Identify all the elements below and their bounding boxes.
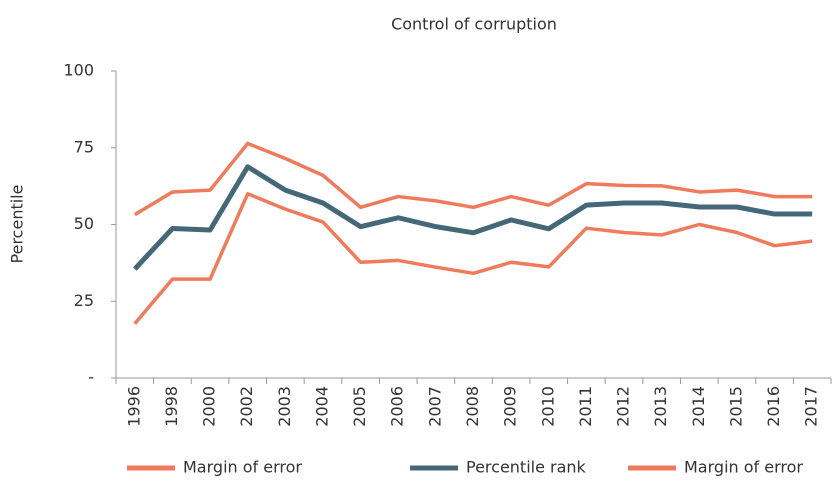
x-tick-label: 2015 (726, 386, 745, 427)
x-tick-label: 2014 (689, 386, 708, 427)
line (132, 164, 813, 271)
x-tick-label: 2009 (501, 386, 520, 427)
x-tick-label: 2013 (651, 386, 670, 427)
y-tick-label: 50 (74, 214, 94, 233)
chart-title: Control of corruption (391, 15, 557, 34)
x-tick-label: 2005 (350, 386, 369, 427)
y-tick-label: 75 (74, 137, 94, 156)
y-tick-label: 100 (63, 61, 94, 80)
y-tick-label: - (88, 368, 94, 387)
legend-label: Margin of error (183, 458, 302, 477)
y-axis-label: Percentile (8, 185, 27, 264)
x-tick-label: 2017 (802, 386, 821, 427)
x-tick-label: 2007 (425, 386, 444, 427)
x-tick-label: 2008 (463, 386, 482, 427)
line (133, 141, 813, 217)
x-tick-label: 2003 (275, 386, 294, 427)
legend-label: Percentile rank (466, 458, 587, 477)
x-tick-label: 2004 (312, 386, 331, 427)
line (133, 192, 813, 325)
x-tick-label: 2000 (200, 386, 219, 427)
x-tick-label: 2006 (388, 386, 407, 427)
x-tick-label: 2012 (614, 386, 633, 427)
y-tick-label: 25 (74, 291, 94, 310)
x-tick-label: 2011 (576, 386, 595, 427)
x-tick-label: 1996 (124, 386, 143, 427)
x-tick-label: 1998 (162, 386, 181, 427)
x-tick-label: 2010 (538, 386, 557, 427)
legend-label: Margin of error (684, 458, 803, 477)
x-tick-label: 2002 (237, 386, 256, 427)
x-tick-label: 2016 (764, 386, 783, 427)
